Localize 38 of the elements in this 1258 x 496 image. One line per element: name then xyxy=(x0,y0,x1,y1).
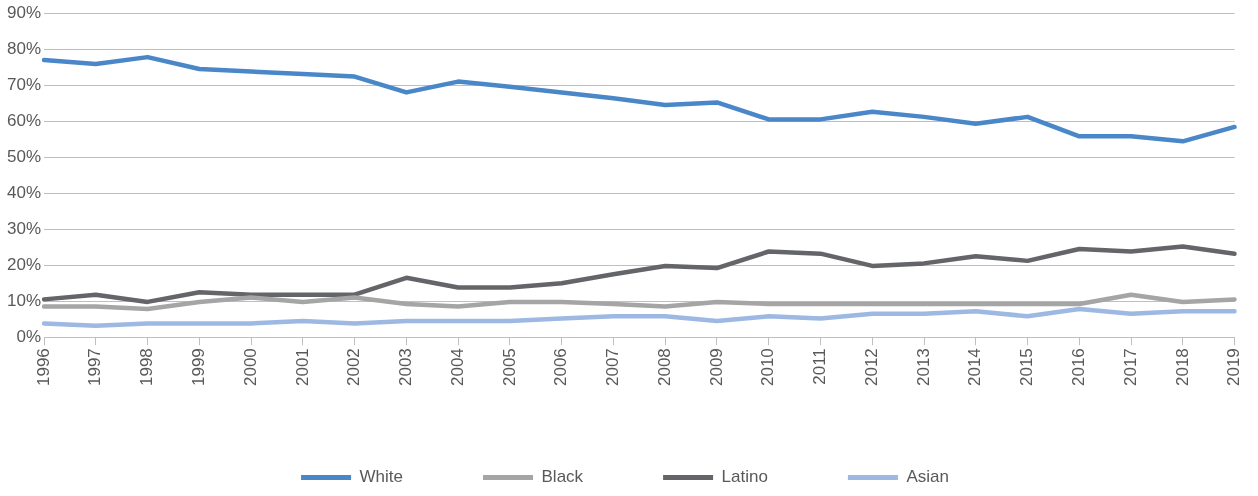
y-tick-label: 50% xyxy=(6,146,42,166)
x-tick-label: 1997 xyxy=(85,348,105,387)
x-tick-label: 2000 xyxy=(240,348,260,387)
x-tick-label: 2016 xyxy=(1068,348,1088,387)
x-tick-label: 2005 xyxy=(499,348,519,387)
x-tick-label: 2006 xyxy=(551,348,571,387)
x-tick-label: 2001 xyxy=(292,348,312,387)
legend-label: White xyxy=(359,467,404,487)
y-tick-label: 30% xyxy=(6,218,42,238)
x-tick-label: 2017 xyxy=(1120,348,1140,387)
y-tick-label: 60% xyxy=(6,110,42,130)
y-tick-label: 90% xyxy=(6,2,42,22)
y-tick-label: 70% xyxy=(6,74,42,94)
y-tick-label: 10% xyxy=(6,290,42,310)
x-tick-label: 2013 xyxy=(913,348,933,387)
x-tick-label: 2009 xyxy=(706,348,726,387)
y-tick-label: 0% xyxy=(16,326,42,346)
x-tick-label: 2003 xyxy=(396,348,416,387)
x-tick-label: 2011 xyxy=(810,348,830,385)
x-tick-label: 2018 xyxy=(1172,348,1192,387)
x-tick-label: 1999 xyxy=(189,348,208,387)
y-tick-label: 80% xyxy=(6,38,42,58)
x-tick-label: 2019 xyxy=(1224,348,1244,387)
y-tick-label: 40% xyxy=(6,182,42,202)
x-tick-label: 2008 xyxy=(654,348,674,387)
x-tick-label: 2004 xyxy=(447,348,467,387)
x-tick-label: 2002 xyxy=(344,348,364,387)
x-tick-label: 2015 xyxy=(1017,348,1037,387)
x-tick-label: 2014 xyxy=(965,348,985,387)
y-tick-label: 20% xyxy=(6,254,42,274)
x-tick-label: 1998 xyxy=(137,348,157,387)
x-tick-label: 2012 xyxy=(861,348,881,387)
x-tick-label: 2007 xyxy=(603,348,623,387)
legend-label: Asian xyxy=(906,467,949,487)
legend-label: Black xyxy=(541,467,584,487)
x-tick-label: 2010 xyxy=(758,348,778,387)
x-tick-label: 1996 xyxy=(33,348,53,387)
legend-label: Latino xyxy=(721,467,768,487)
